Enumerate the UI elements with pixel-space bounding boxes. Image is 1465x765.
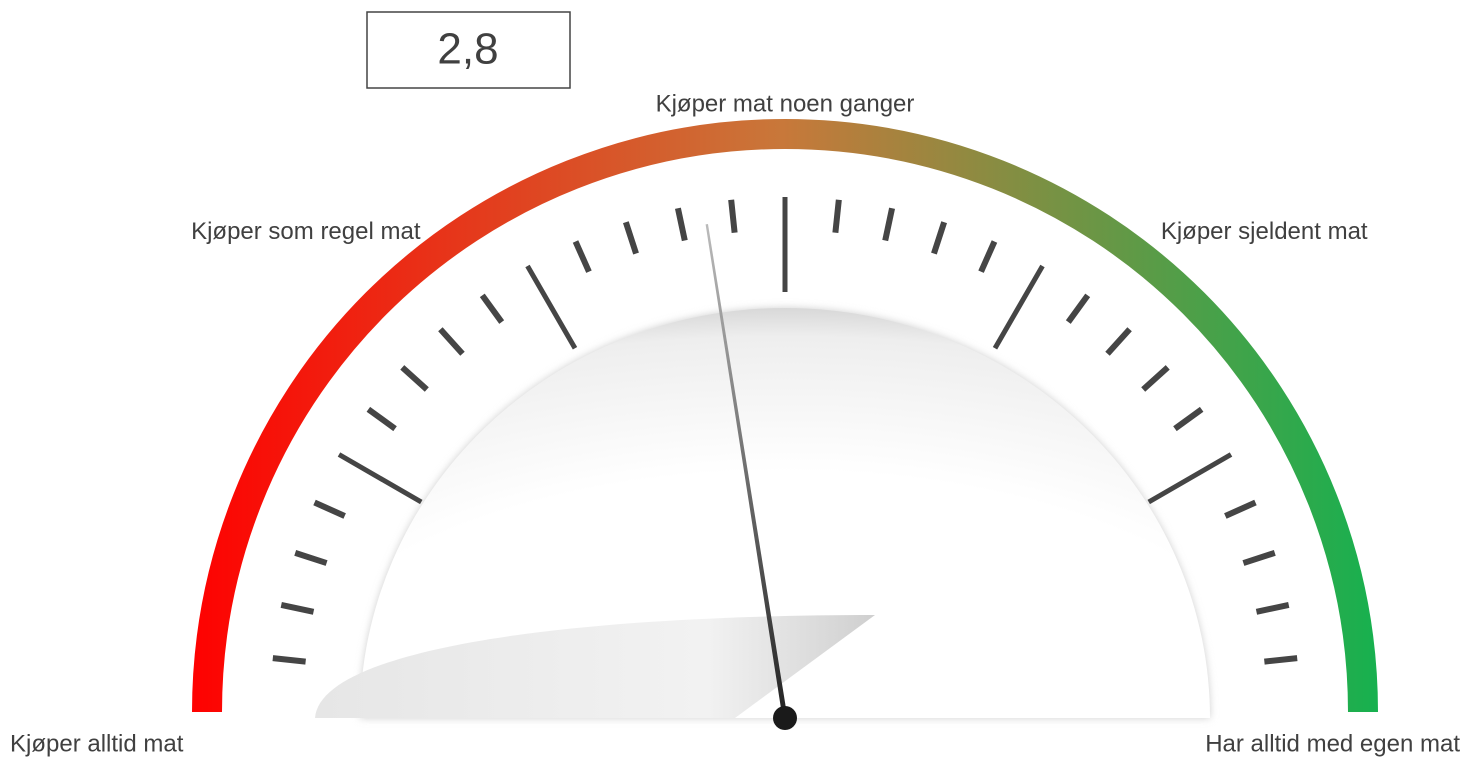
minor-tick xyxy=(1141,365,1170,392)
minor-tick xyxy=(294,550,328,566)
scale-label: Kjøper alltid mat xyxy=(10,730,184,757)
major-tick xyxy=(337,452,423,505)
minor-tick xyxy=(674,207,688,242)
minor-tick xyxy=(978,240,998,273)
value-label: 2,8 xyxy=(437,25,498,74)
needle-shaft xyxy=(705,223,788,719)
needle xyxy=(705,223,788,719)
minor-tick xyxy=(931,221,947,255)
scale-label: Kjøper som regel mat xyxy=(191,218,421,245)
minor-tick xyxy=(313,499,346,519)
minor-tick xyxy=(366,406,397,432)
major-tick xyxy=(992,264,1045,350)
minor-tick xyxy=(882,207,896,242)
scale-label: Kjøper sjeldent mat xyxy=(1161,218,1368,245)
minor-tick xyxy=(479,293,505,324)
minor-tick xyxy=(832,199,842,233)
minor-tick xyxy=(1224,499,1257,519)
value-box xyxy=(366,11,571,89)
major-tick xyxy=(525,264,578,350)
reflection xyxy=(315,615,875,718)
scale-label: Har alltid med egen mat xyxy=(1205,730,1460,757)
minor-tick xyxy=(400,365,429,392)
minor-tick xyxy=(1065,293,1091,324)
major-tick xyxy=(1147,452,1233,505)
minor-tick xyxy=(1264,655,1298,665)
minor-tick xyxy=(728,199,738,233)
minor-tick xyxy=(272,655,306,665)
minor-tick xyxy=(1105,327,1132,356)
minor-tick xyxy=(623,221,639,255)
minor-tick xyxy=(1173,406,1204,432)
minor-tick xyxy=(438,327,465,356)
minor-tick xyxy=(1242,550,1276,566)
minor-tick xyxy=(280,601,315,615)
needle-hub xyxy=(773,706,797,730)
minor-tick xyxy=(572,240,592,273)
gauge-arc xyxy=(192,119,1378,713)
dome xyxy=(360,308,1210,718)
minor-tick xyxy=(1255,601,1290,615)
scale-label: Kjøper mat noen ganger xyxy=(656,90,915,117)
